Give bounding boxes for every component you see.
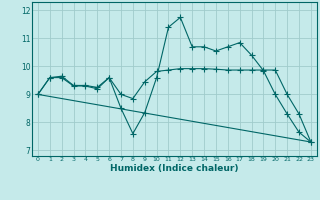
X-axis label: Humidex (Indice chaleur): Humidex (Indice chaleur) — [110, 164, 239, 173]
